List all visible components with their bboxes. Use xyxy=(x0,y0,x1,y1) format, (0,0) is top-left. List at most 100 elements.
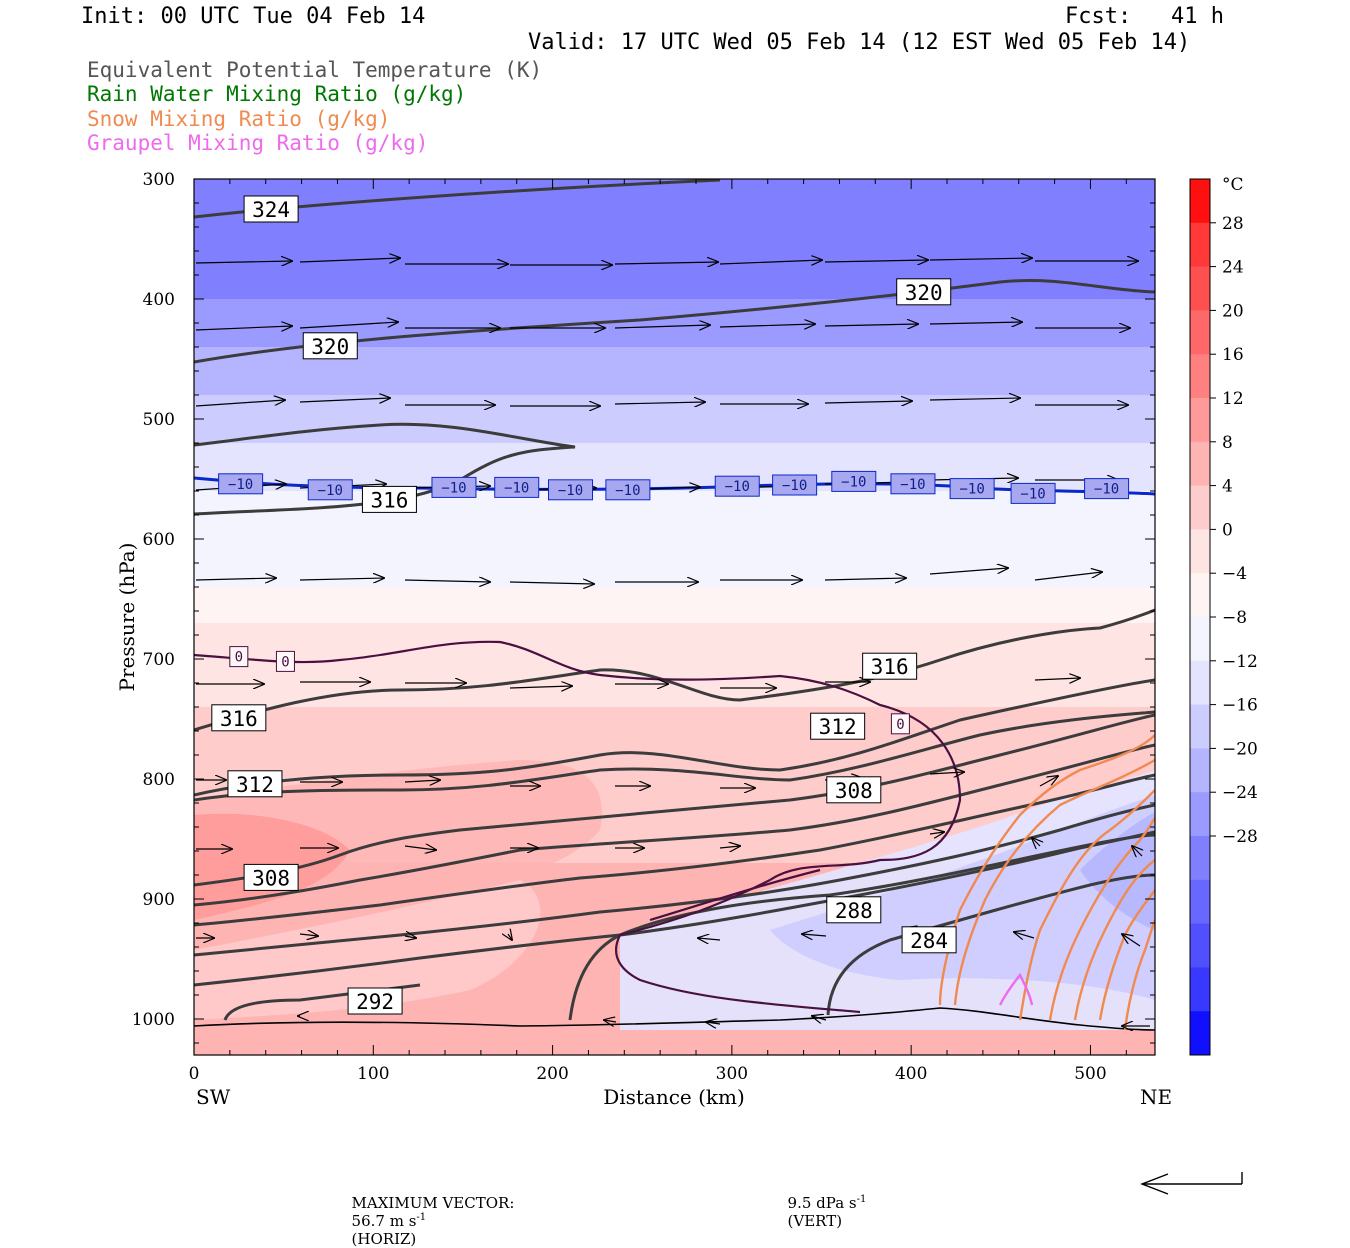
isotherm-label-box xyxy=(275,650,295,672)
colorbar-swatch xyxy=(1190,310,1210,355)
colorbar-swatch xyxy=(1190,354,1210,399)
wind-vector xyxy=(1039,776,1058,787)
theta-e-contour-308-b xyxy=(194,713,1155,887)
isotherm-label: −10 xyxy=(772,474,818,496)
colorbar-tick-label: 20 xyxy=(1222,301,1244,321)
colorbar-unit: °C xyxy=(1222,175,1244,195)
isotherm-label-box xyxy=(714,475,760,497)
wind-vector xyxy=(404,846,436,850)
legend-snow: Snow Mixing Ratio (g/kg) xyxy=(87,107,391,131)
isotherm-label-text: −10 xyxy=(504,480,529,496)
max-vector-vert-unit: (VERT) xyxy=(787,1212,843,1230)
legend-graupel: Graupel Mixing Ratio (g/kg) xyxy=(87,131,429,155)
y-axis: 300 400 500 600 700 800 900 1000 xyxy=(132,170,1155,1044)
wind-vector xyxy=(719,846,740,848)
isotherm-label-box xyxy=(229,646,249,668)
theta-e-label: 284 xyxy=(901,926,957,954)
theta-e-label: 320 xyxy=(302,332,358,360)
wind-vector xyxy=(706,1022,721,1024)
x-tick-label: 500 xyxy=(1074,1064,1106,1084)
colorbar-swatch xyxy=(1190,923,1210,968)
x-axis-right-end-label: NE xyxy=(1140,1085,1172,1109)
max-vector-horiz-exponent: -1 xyxy=(416,1212,427,1223)
isotherm-label: −10 xyxy=(714,475,760,497)
isotherm-label: 0 xyxy=(229,646,249,668)
theta-e-label: 316 xyxy=(862,652,918,680)
theta-e-label-text: 320 xyxy=(311,335,349,359)
isotherm-label-text: 0 xyxy=(235,650,243,666)
theta-e-label-box xyxy=(302,332,358,360)
theta-e-contours xyxy=(194,179,1155,1021)
colorbar-swatch xyxy=(1190,660,1210,706)
colorbar-swatch xyxy=(1190,748,1210,793)
theta-e-contour-320-a xyxy=(194,279,1155,364)
init-time: Init: 00 UTC Tue 04 Feb 14 xyxy=(81,4,426,29)
wind-vector xyxy=(1032,838,1040,846)
colorbar-tick-label: 28 xyxy=(1222,214,1244,234)
wind-vector xyxy=(929,832,944,834)
isotherm-label: −10 xyxy=(548,479,594,501)
wind-vector xyxy=(719,324,815,327)
isotherm-label-box xyxy=(494,476,540,498)
theta-e-label: 288 xyxy=(826,896,882,924)
x-axis: 0 100 200 300 400 500 xyxy=(189,179,1127,1084)
theta-e-label-box xyxy=(826,896,882,924)
theta-e-label-box xyxy=(826,776,882,804)
wind-vector xyxy=(299,934,318,936)
x-tick-label: 400 xyxy=(895,1064,927,1084)
temperature-band xyxy=(194,707,1155,780)
theta-e-contour-304 xyxy=(194,743,1155,907)
isotherm-zero-branch xyxy=(649,868,821,922)
wind-vector xyxy=(812,1016,827,1020)
colorbar-swatch xyxy=(1190,1011,1210,1056)
colorbar-swatch xyxy=(1190,529,1210,574)
colorbar-tick-label: 24 xyxy=(1222,258,1244,278)
theta-e-label-text: 308 xyxy=(252,866,290,890)
theta-e-label-box xyxy=(243,195,299,223)
max-vector-horiz: 56.7 m s xyxy=(351,1212,417,1230)
y-tick-label: 300 xyxy=(143,170,175,190)
temperature-band xyxy=(194,623,1155,660)
isotherm-zero xyxy=(193,640,962,1014)
colorbar-swatch xyxy=(1190,573,1210,618)
colorbar-swatch xyxy=(1190,967,1210,1012)
wind-vector xyxy=(824,401,912,403)
wind-vector xyxy=(195,578,276,580)
x-axis-left-end-label: SW xyxy=(196,1085,231,1109)
colorbar: 28 24 20 16 12 8 4 0 −4 −8 −12 −16 −20 −24 −28 xyxy=(1189,178,1258,1056)
colorbar-swatch xyxy=(1190,441,1210,487)
wind-vector xyxy=(404,580,490,582)
colorbar-swatch xyxy=(1190,836,1210,881)
isotherm-label: −10 xyxy=(831,470,877,492)
theta-e-label-text: 312 xyxy=(819,715,857,739)
wind-vector xyxy=(614,325,710,328)
isotherm-label-box xyxy=(307,479,353,501)
wind-vector xyxy=(929,398,1020,400)
isotherm-label-box xyxy=(890,713,910,735)
isotherm-label-box xyxy=(890,473,936,495)
x-tick-label: 200 xyxy=(536,1064,568,1084)
theta-e-label: 312 xyxy=(227,770,283,798)
max-vector-horiz-unit: (HORIZ) xyxy=(351,1230,417,1248)
theta-e-label-text: 316 xyxy=(370,488,408,512)
theta-e-label-box xyxy=(243,863,299,891)
theta-e-contour-312 xyxy=(194,678,1155,797)
theta-e-contour-316-b xyxy=(194,608,1155,732)
isotherm-label-text: −10 xyxy=(841,474,866,490)
isotherm-label: −10 xyxy=(1010,482,1056,504)
colorbar-swatch xyxy=(1190,704,1210,749)
wind-vector xyxy=(698,938,721,940)
warm-patch xyxy=(194,760,602,950)
colorbar-tick-label: −8 xyxy=(1222,608,1247,628)
isotherm-label: −10 xyxy=(431,476,477,498)
theta-e-label-box xyxy=(347,987,403,1015)
graupel-contour xyxy=(998,972,1034,1006)
isotherm-label-box xyxy=(431,476,477,498)
y-tick-label: 1000 xyxy=(132,1010,175,1030)
colorbar-tick-label: −4 xyxy=(1222,564,1247,584)
reference-vector-head xyxy=(1140,1173,1169,1195)
theta-e-label-box xyxy=(896,278,952,306)
colorbar-swatch xyxy=(1190,179,1210,224)
wind-vector xyxy=(604,1020,617,1022)
